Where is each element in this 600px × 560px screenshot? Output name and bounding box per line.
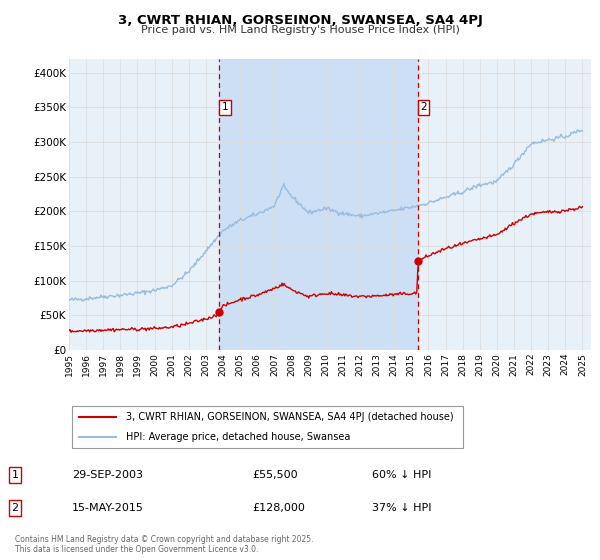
- Text: 29-SEP-2003: 29-SEP-2003: [72, 470, 143, 480]
- Text: 2: 2: [11, 503, 19, 513]
- Text: £55,500: £55,500: [252, 470, 298, 480]
- Text: 1: 1: [11, 470, 19, 480]
- Bar: [219, 59, 418, 350]
- Text: Contains HM Land Registry data © Crown copyright and database right 2025.
This d: Contains HM Land Registry data © Crown c…: [15, 535, 314, 554]
- Text: 3, CWRT RHIAN, GORSEINON, SWANSEA, SA4 4PJ (detached house): 3, CWRT RHIAN, GORSEINON, SWANSEA, SA4 4…: [127, 412, 454, 422]
- Text: 3, CWRT RHIAN, GORSEINON, SWANSEA, SA4 4PJ: 3, CWRT RHIAN, GORSEINON, SWANSEA, SA4 4…: [118, 14, 482, 27]
- Text: Price paid vs. HM Land Registry's House Price Index (HPI): Price paid vs. HM Land Registry's House …: [140, 25, 460, 35]
- Text: 1: 1: [221, 102, 228, 113]
- Text: 60% ↓ HPI: 60% ↓ HPI: [372, 470, 431, 480]
- Text: 37% ↓ HPI: 37% ↓ HPI: [372, 503, 431, 513]
- Text: 15-MAY-2015: 15-MAY-2015: [72, 503, 144, 513]
- Text: £128,000: £128,000: [252, 503, 305, 513]
- Text: HPI: Average price, detached house, Swansea: HPI: Average price, detached house, Swan…: [127, 432, 351, 442]
- FancyBboxPatch shape: [71, 405, 463, 449]
- Text: 2: 2: [420, 102, 427, 113]
